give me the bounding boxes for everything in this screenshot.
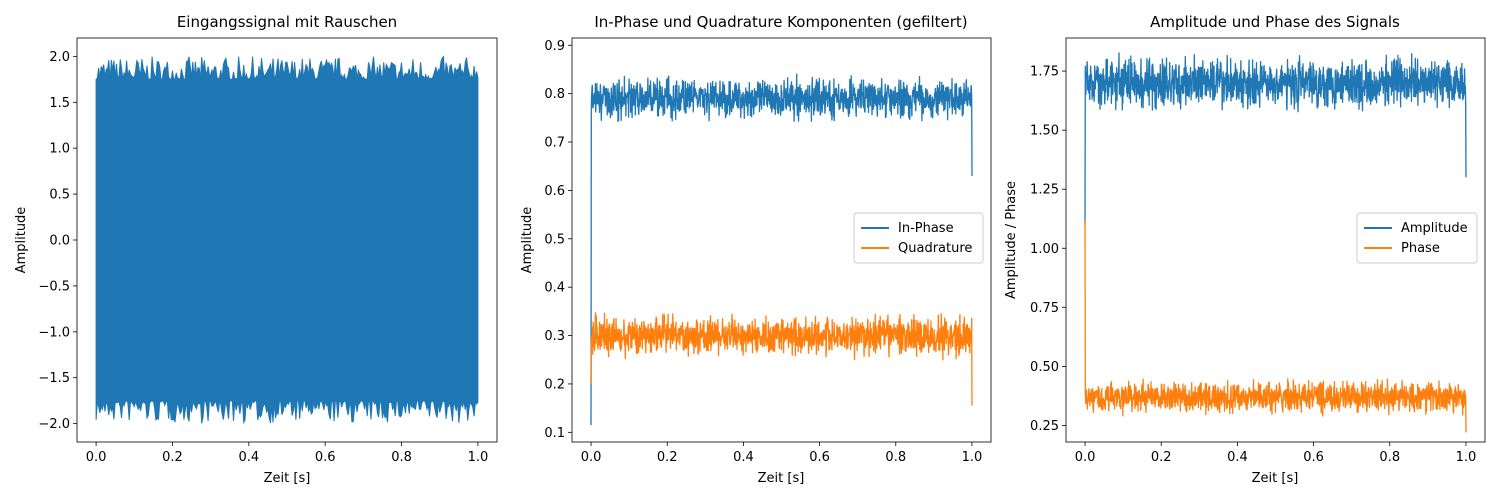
series-quadrature bbox=[590, 312, 973, 406]
x-tick-label: 0.6 bbox=[315, 450, 336, 465]
x-tick-label: 0.8 bbox=[885, 450, 906, 465]
y-tick-label: −2.0 bbox=[38, 417, 70, 432]
panel-input-signal: Eingangssignal mit Rauschen 0.0 0.2 0.4 0.6… bbox=[14, 13, 498, 486]
y-axis-ticks: −2.0 −1.5 −1.0 −0.5 0.0 0.5 1.0 1.5 2.0 bbox=[38, 50, 77, 432]
y-tick-label: 0.7 bbox=[544, 136, 565, 151]
y-tick-label: 0.1 bbox=[544, 426, 565, 441]
y-tick-label: 0.4 bbox=[544, 281, 565, 296]
panel-amplitude-phase: Amplitude und Phase des Signals 0.0 0.2 0.… bbox=[1004, 13, 1486, 486]
x-axis-label: Zeit [s] bbox=[264, 471, 311, 486]
plot-series-layer bbox=[1084, 52, 1467, 433]
plot-frame bbox=[1065, 37, 1486, 443]
x-axis-label: Zeit [s] bbox=[1252, 471, 1299, 486]
y-tick-label: 0.50 bbox=[1030, 360, 1059, 375]
y-tick-label: 1.5 bbox=[49, 96, 70, 111]
y-tick-label: 1.75 bbox=[1030, 65, 1059, 80]
x-tick-label: 0.8 bbox=[1379, 450, 1400, 465]
panel-iq-components: In-Phase und Quadrature Komponenten (gef… bbox=[520, 13, 992, 486]
y-tick-label: 1.00 bbox=[1030, 242, 1059, 257]
series-in-phase bbox=[590, 73, 973, 426]
x-tick-label: 0.2 bbox=[162, 450, 183, 465]
y-axis-label: Amplitude bbox=[520, 207, 535, 274]
x-tick-label: 0.4 bbox=[238, 450, 259, 465]
x-tick-label: 1.0 bbox=[468, 450, 489, 465]
y-tick-label: 0.2 bbox=[544, 377, 565, 392]
y-axis-label: Amplitude bbox=[14, 207, 29, 274]
y-tick-label: 0.75 bbox=[1030, 301, 1059, 316]
plot-series-layer bbox=[590, 73, 973, 426]
series-phase bbox=[1084, 219, 1467, 433]
y-tick-label: 0.0 bbox=[49, 234, 70, 249]
legend: In-Phase Quadrature bbox=[853, 212, 984, 264]
chart-title: In-Phase und Quadrature Komponenten (gef… bbox=[594, 13, 967, 31]
y-tick-label: 0.3 bbox=[544, 329, 565, 344]
series-input-signal bbox=[95, 55, 479, 425]
x-tick-label: 0.6 bbox=[1303, 450, 1324, 465]
x-tick-label: 0.0 bbox=[86, 450, 107, 465]
x-axis-ticks: 0.0 0.2 0.4 0.6 0.8 1.0 bbox=[581, 442, 983, 465]
legend-label-phase: Phase bbox=[1401, 241, 1440, 256]
x-tick-label: 0.0 bbox=[581, 450, 602, 465]
chart-title: Amplitude und Phase des Signals bbox=[1150, 13, 1400, 31]
y-tick-label: 0.9 bbox=[544, 39, 565, 54]
legend: Amplitude Phase bbox=[1356, 212, 1478, 264]
y-tick-label: −0.5 bbox=[38, 279, 70, 294]
x-axis-ticks: 0.0 0.2 0.4 0.6 0.8 1.0 bbox=[1075, 442, 1477, 465]
y-tick-label: 0.5 bbox=[544, 232, 565, 247]
y-tick-label: 0.5 bbox=[49, 188, 70, 203]
y-tick-label: 1.25 bbox=[1030, 183, 1059, 198]
y-tick-label: 0.6 bbox=[544, 184, 565, 199]
x-tick-label: 0.6 bbox=[809, 450, 830, 465]
plot-series-layer bbox=[95, 55, 479, 425]
y-tick-label: 0.25 bbox=[1030, 419, 1059, 434]
x-tick-label: 0.2 bbox=[1151, 450, 1172, 465]
x-tick-label: 0.8 bbox=[391, 450, 412, 465]
chart-title: Eingangssignal mit Rauschen bbox=[177, 13, 397, 31]
plot-frame bbox=[571, 37, 992, 443]
x-tick-label: 0.4 bbox=[1227, 450, 1248, 465]
y-tick-label: −1.5 bbox=[38, 371, 70, 386]
x-tick-label: 0.4 bbox=[733, 450, 754, 465]
y-tick-label: 1.50 bbox=[1030, 124, 1059, 139]
legend-label-in-phase: In-Phase bbox=[898, 221, 954, 236]
legend-label-amplitude: Amplitude bbox=[1401, 221, 1468, 236]
y-axis-ticks: 0.1 0.2 0.3 0.4 0.5 0.6 0.7 0.8 0.9 bbox=[544, 39, 572, 441]
x-tick-label: 0.2 bbox=[657, 450, 678, 465]
legend-label-quadrature: Quadrature bbox=[898, 241, 972, 256]
x-axis-ticks: 0.0 0.2 0.4 0.6 0.8 1.0 bbox=[86, 442, 489, 465]
y-tick-label: −1.0 bbox=[38, 325, 70, 340]
x-tick-label: 0.0 bbox=[1075, 450, 1096, 465]
x-tick-label: 1.0 bbox=[962, 450, 983, 465]
x-axis-label: Zeit [s] bbox=[758, 471, 805, 486]
y-tick-label: 2.0 bbox=[49, 50, 70, 65]
y-tick-label: 1.0 bbox=[49, 142, 70, 157]
y-tick-label: 0.8 bbox=[544, 87, 565, 102]
x-tick-label: 1.0 bbox=[1456, 450, 1477, 465]
legend-frame bbox=[1356, 212, 1478, 264]
legend-frame bbox=[853, 212, 984, 264]
series-amplitude bbox=[1084, 52, 1467, 225]
y-axis-label: Amplitude / Phase bbox=[1004, 181, 1019, 299]
y-axis-ticks: 0.25 0.50 0.75 1.00 1.25 1.50 1.75 bbox=[1030, 65, 1066, 434]
